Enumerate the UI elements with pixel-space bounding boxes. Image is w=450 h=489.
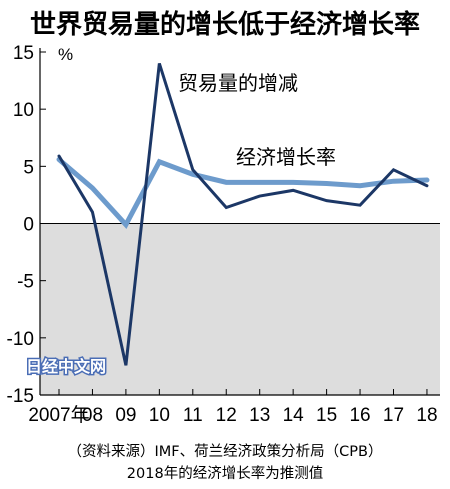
x-tick-label: 18	[416, 405, 437, 426]
axes	[39, 48, 440, 396]
series-label-trade: 贸易量的增减	[178, 71, 298, 95]
x-tick-label: 08	[82, 405, 103, 426]
trade-volume-line	[57, 62, 429, 366]
y-tick-label: 15	[13, 43, 34, 64]
chart-title: 世界贸易量的增长低于经济增长率	[29, 10, 420, 40]
x-tick-label: 09	[115, 405, 136, 426]
x-tick-label: 14	[283, 405, 305, 426]
series-lines	[56, 62, 430, 366]
y-tick-label: -10	[7, 329, 34, 350]
y-tick-label: 0	[23, 215, 34, 236]
x-tick-label: 2007年	[28, 404, 89, 426]
source-note: （资料来源）IMF、荷兰经济政策分析局（CPB）	[67, 444, 383, 460]
y-tick-label: 10	[13, 100, 34, 121]
x-tick-label: 17	[383, 405, 404, 426]
x-tick-label: 13	[249, 405, 270, 426]
x-tick-label: 10	[149, 405, 170, 426]
x-tick-label: 16	[349, 405, 370, 426]
x-tick-label: 11	[183, 405, 203, 426]
negative-region	[40, 223, 440, 395]
watermark-logo: 日经中文网	[26, 357, 106, 376]
series-label-gdp: 经济增长率	[236, 145, 336, 169]
x-tick-label: 12	[216, 405, 237, 426]
gdp-growth-line	[56, 156, 430, 229]
y-tick-label: 5	[23, 157, 34, 178]
y-tick-label: -15	[7, 386, 34, 407]
y-unit-label: %	[58, 45, 73, 64]
x-tick-label: 15	[316, 405, 337, 426]
estimate-note: 2018年的经济增长率为推测值	[126, 466, 324, 482]
y-tick-label: -5	[17, 272, 34, 293]
